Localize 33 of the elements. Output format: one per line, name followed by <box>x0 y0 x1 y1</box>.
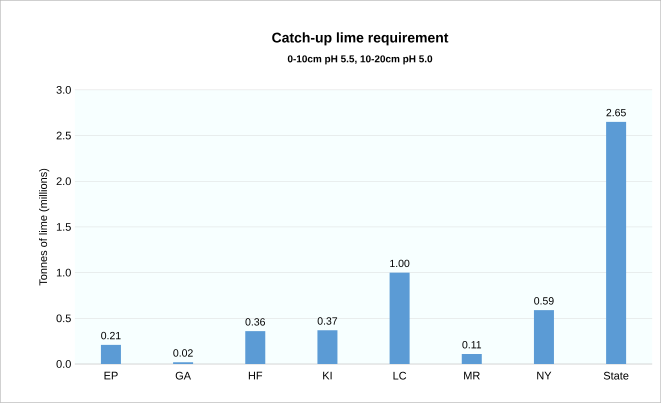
y-tick-label: 1.5 <box>56 223 71 231</box>
bar <box>245 331 266 364</box>
y-tick-label: 2.5 <box>56 132 71 140</box>
data-label: 0.59 <box>534 297 554 305</box>
x-tick-label: EP <box>104 372 118 380</box>
chart-subtitle: 0-10cm pH 5.5, 10-20cm pH 5.0 <box>288 55 432 64</box>
data-label: 0.21 <box>101 332 121 340</box>
bar <box>462 354 482 364</box>
x-tick-label: State <box>604 372 628 380</box>
bar <box>390 272 410 364</box>
data-label: 0.37 <box>318 317 338 325</box>
x-tick-label: MR <box>464 372 480 380</box>
y-tick-label: 1.0 <box>56 268 71 277</box>
bar <box>606 122 626 364</box>
data-label: 1.00 <box>390 260 410 268</box>
bar <box>534 310 554 364</box>
data-label: 2.65 <box>606 108 626 116</box>
data-label: 0.36 <box>245 318 265 326</box>
x-tick-label: KI <box>323 372 332 380</box>
y-tick-label: 2.0 <box>56 177 71 186</box>
x-tick-label: LC <box>394 372 406 380</box>
y-tick-label: 3.0 <box>56 86 71 94</box>
data-label: 0.11 <box>462 341 482 349</box>
y-tick-label: 0.5 <box>56 314 71 322</box>
chart-title: Catch-up lime requirement <box>272 32 448 46</box>
y-tick-label: 0.0 <box>56 360 71 368</box>
x-tick-label: HF <box>248 372 262 380</box>
y-axis-title: Tonnes of lime (millions) <box>39 168 50 286</box>
data-label: 0.02 <box>173 349 193 357</box>
bar <box>317 330 338 364</box>
bar <box>100 344 121 364</box>
x-tick-label: NY <box>537 372 552 380</box>
x-tick-label: GA <box>176 372 191 380</box>
